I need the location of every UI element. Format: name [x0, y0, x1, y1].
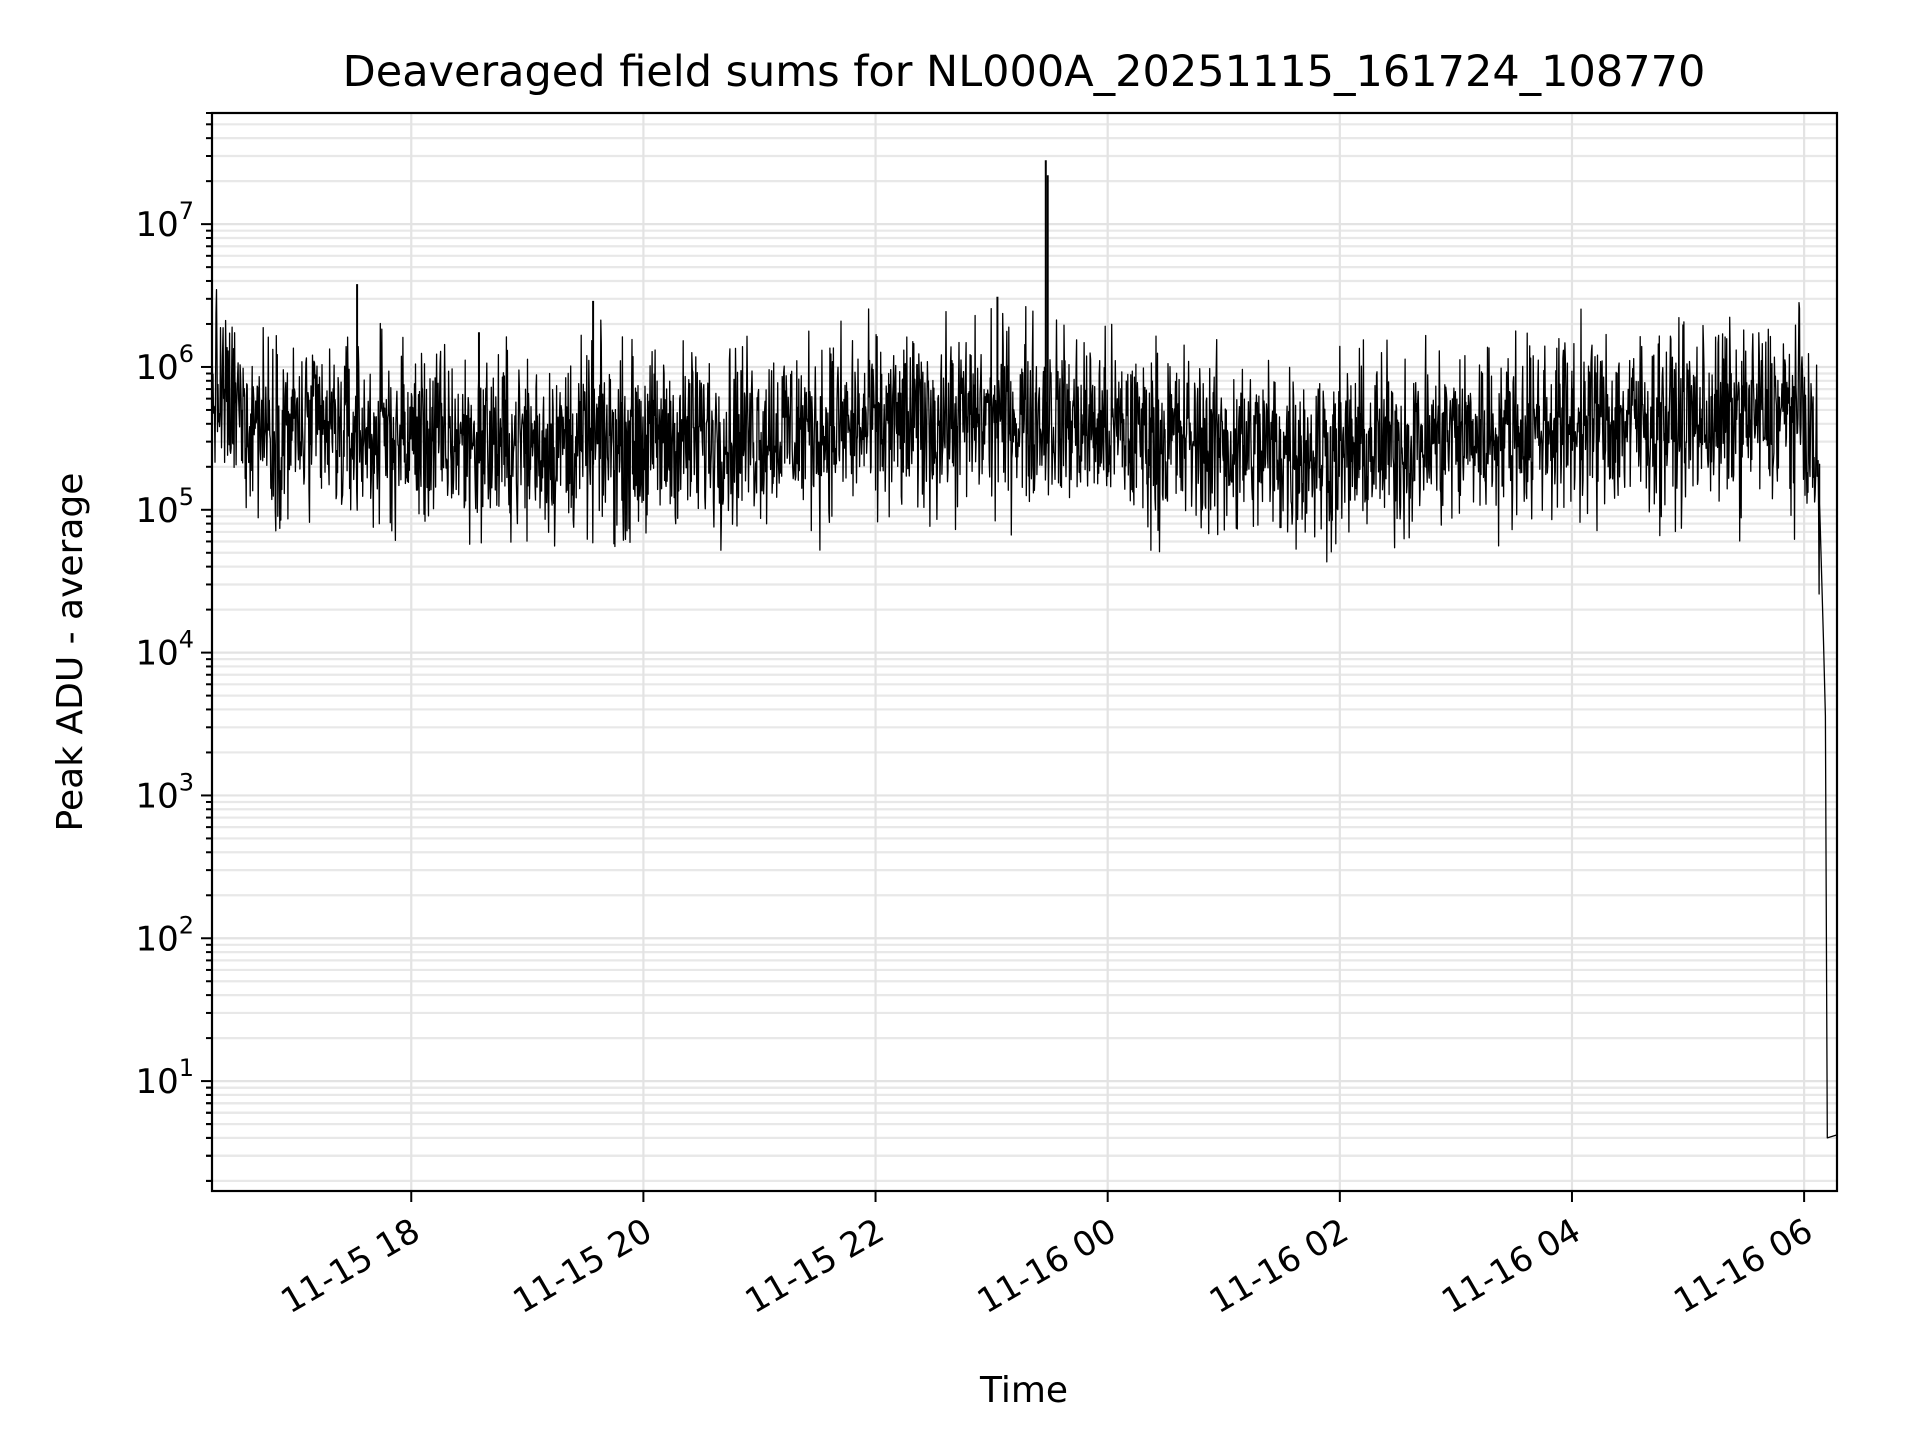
y-tick-label: 103 [135, 768, 194, 816]
y-tick-label: 107 [135, 197, 194, 245]
y-tick-label: 106 [135, 340, 194, 388]
y-tick-label: 101 [135, 1054, 194, 1102]
y-tick-label: 104 [135, 626, 194, 674]
chart-title: Deaveraged field sums for NL000A_2025111… [343, 47, 1706, 97]
y-axis-label: Peak ADU - average [50, 473, 91, 832]
x-axis-label: Time [979, 1370, 1068, 1411]
series-layer [211, 160, 1838, 1139]
series-line [211, 289, 1838, 1139]
y-tick-label: 105 [135, 483, 194, 531]
y-tick-label: 102 [135, 911, 194, 959]
